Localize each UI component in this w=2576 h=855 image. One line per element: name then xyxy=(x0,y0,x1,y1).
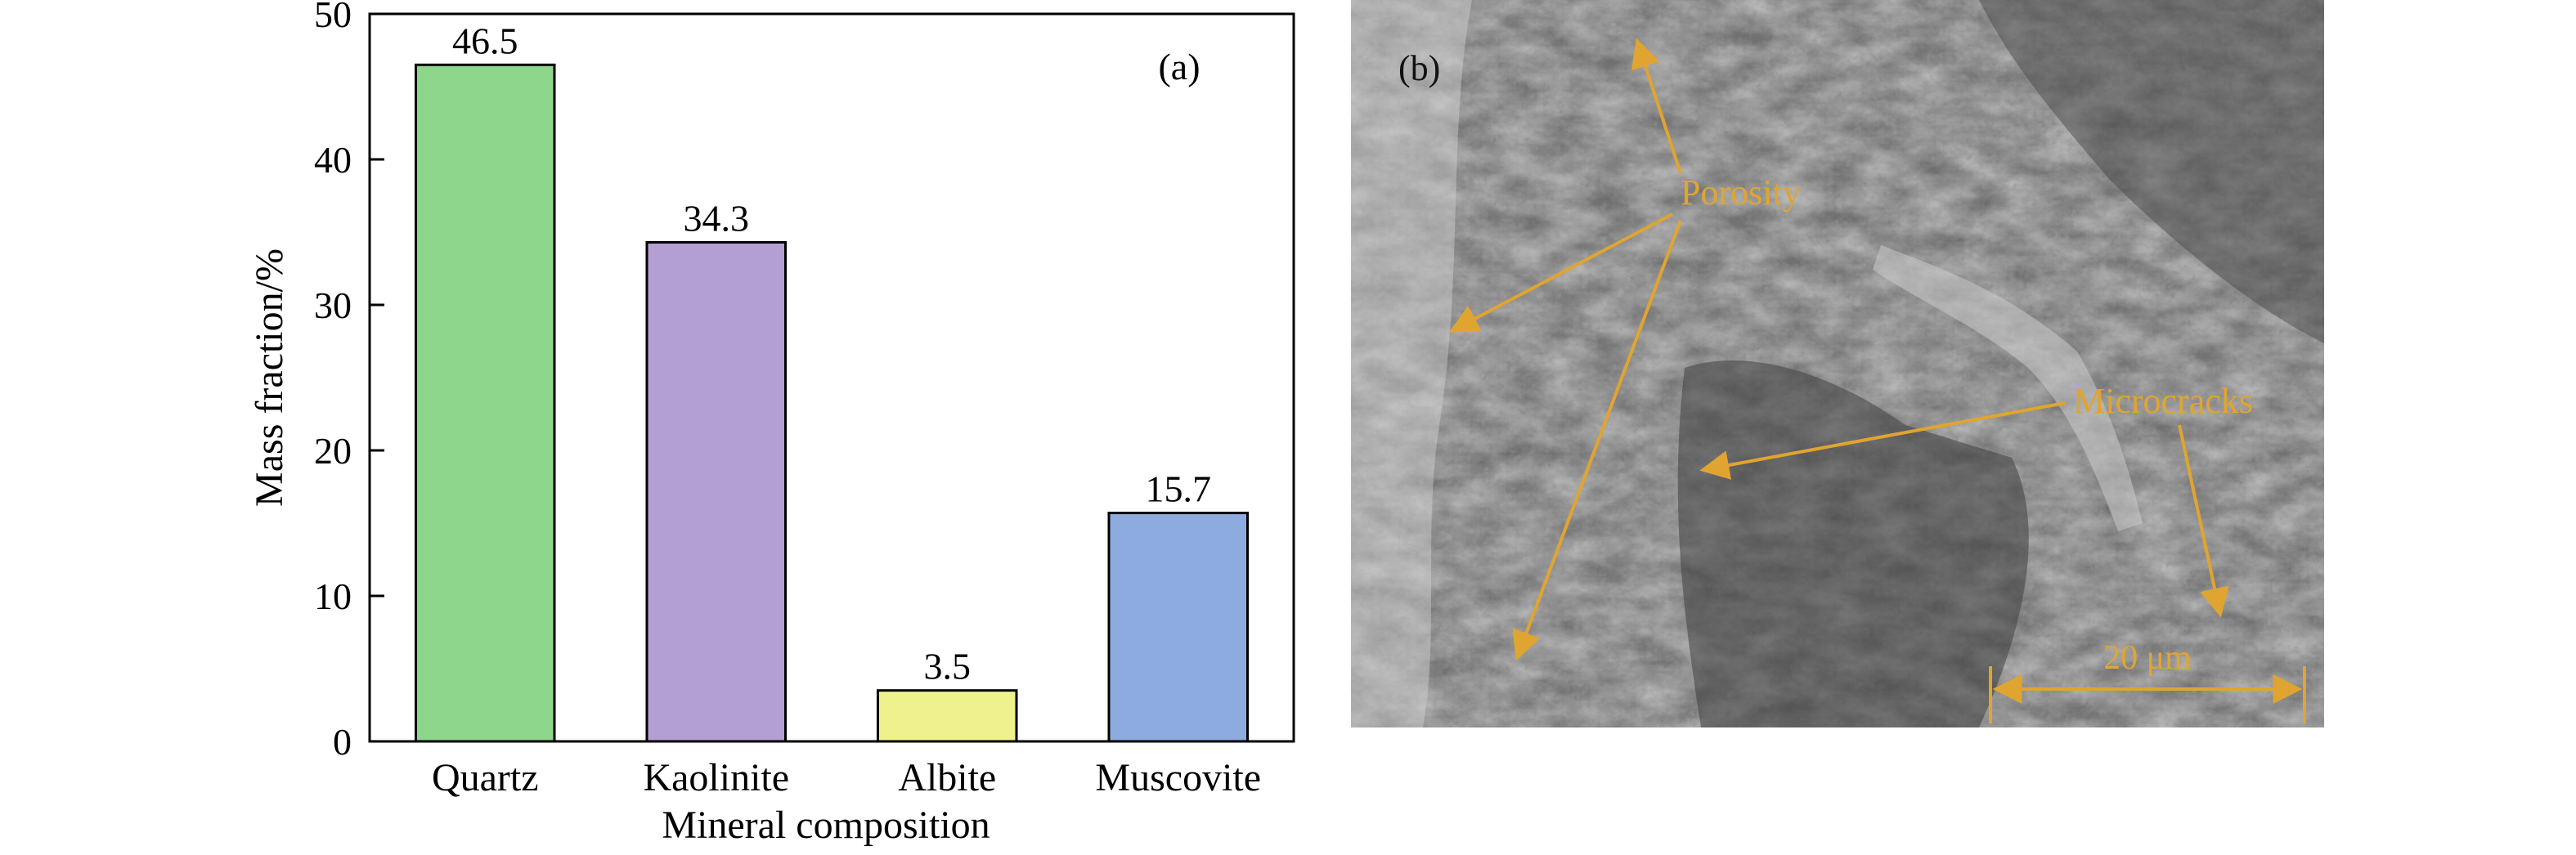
bar-albite xyxy=(877,689,1018,743)
bar-value-label: 3.5 xyxy=(924,646,972,687)
bar-muscovite xyxy=(1107,512,1249,743)
y-tick-label: 50 xyxy=(314,0,352,35)
y-tick-label: 0 xyxy=(333,721,352,763)
dark-fracture-region xyxy=(1677,360,2029,727)
x-tick-label: Albite xyxy=(898,756,996,799)
dark-upper-region xyxy=(1979,0,2324,343)
y-tick-label: 10 xyxy=(314,575,352,617)
bright-ridge xyxy=(1873,245,2143,531)
bar-quartz xyxy=(415,63,556,743)
scale-bar xyxy=(1989,666,2306,723)
y-tick-label: 20 xyxy=(314,430,352,472)
x-tick-label: Quartz xyxy=(432,756,539,799)
scale-bar-label: 20 μm xyxy=(2103,639,2192,677)
y-tick-label: 40 xyxy=(314,139,352,181)
microcracks-label: Microcracks xyxy=(2073,381,2253,421)
sem-micrograph: (b) Porosity Microcracks 20 μm xyxy=(1351,0,2324,727)
microcracks-arrow-down xyxy=(2178,424,2229,618)
bright-edge-region xyxy=(1351,0,1472,727)
y-tick-label: 30 xyxy=(314,284,352,326)
bars: 46.5 34.3 3.5 15.7 xyxy=(415,20,1249,743)
microcracks-arrow-left xyxy=(1699,401,2066,480)
porosity-arrow-down xyxy=(1512,220,1682,661)
bar-chart: 0 10 20 30 40 50 46.5 34.3 3.5 15.7 Quartz Kaolin… xyxy=(248,0,1295,847)
panel-label-a: (a) xyxy=(1158,46,1200,87)
plot-frame xyxy=(368,12,1295,743)
porosity-arrow-up xyxy=(1631,38,1682,174)
panel-label-b: (b) xyxy=(1398,48,1440,88)
y-axis-ticks: 0 10 20 30 40 50 xyxy=(314,0,384,763)
x-axis-ticks: Quartz Kaolinite Albite Muscovite xyxy=(432,756,1261,799)
porosity-arrow-left xyxy=(1448,213,1673,333)
bar-value-label: 46.5 xyxy=(452,20,518,61)
x-tick-label: Kaolinite xyxy=(643,756,789,799)
x-tick-label: Muscovite xyxy=(1095,756,1261,799)
x-axis-label: Mineral composition xyxy=(662,804,990,847)
y-axis-label: Mass fraction/% xyxy=(248,248,291,507)
porosity-arrows xyxy=(1448,38,1682,661)
microcracks-arrows xyxy=(1699,401,2229,618)
bar-kaolinite xyxy=(645,240,787,743)
bar-value-label: 34.3 xyxy=(684,197,750,239)
bar-value-label: 15.7 xyxy=(1146,468,1212,510)
porosity-label: Porosity xyxy=(1681,172,1801,213)
